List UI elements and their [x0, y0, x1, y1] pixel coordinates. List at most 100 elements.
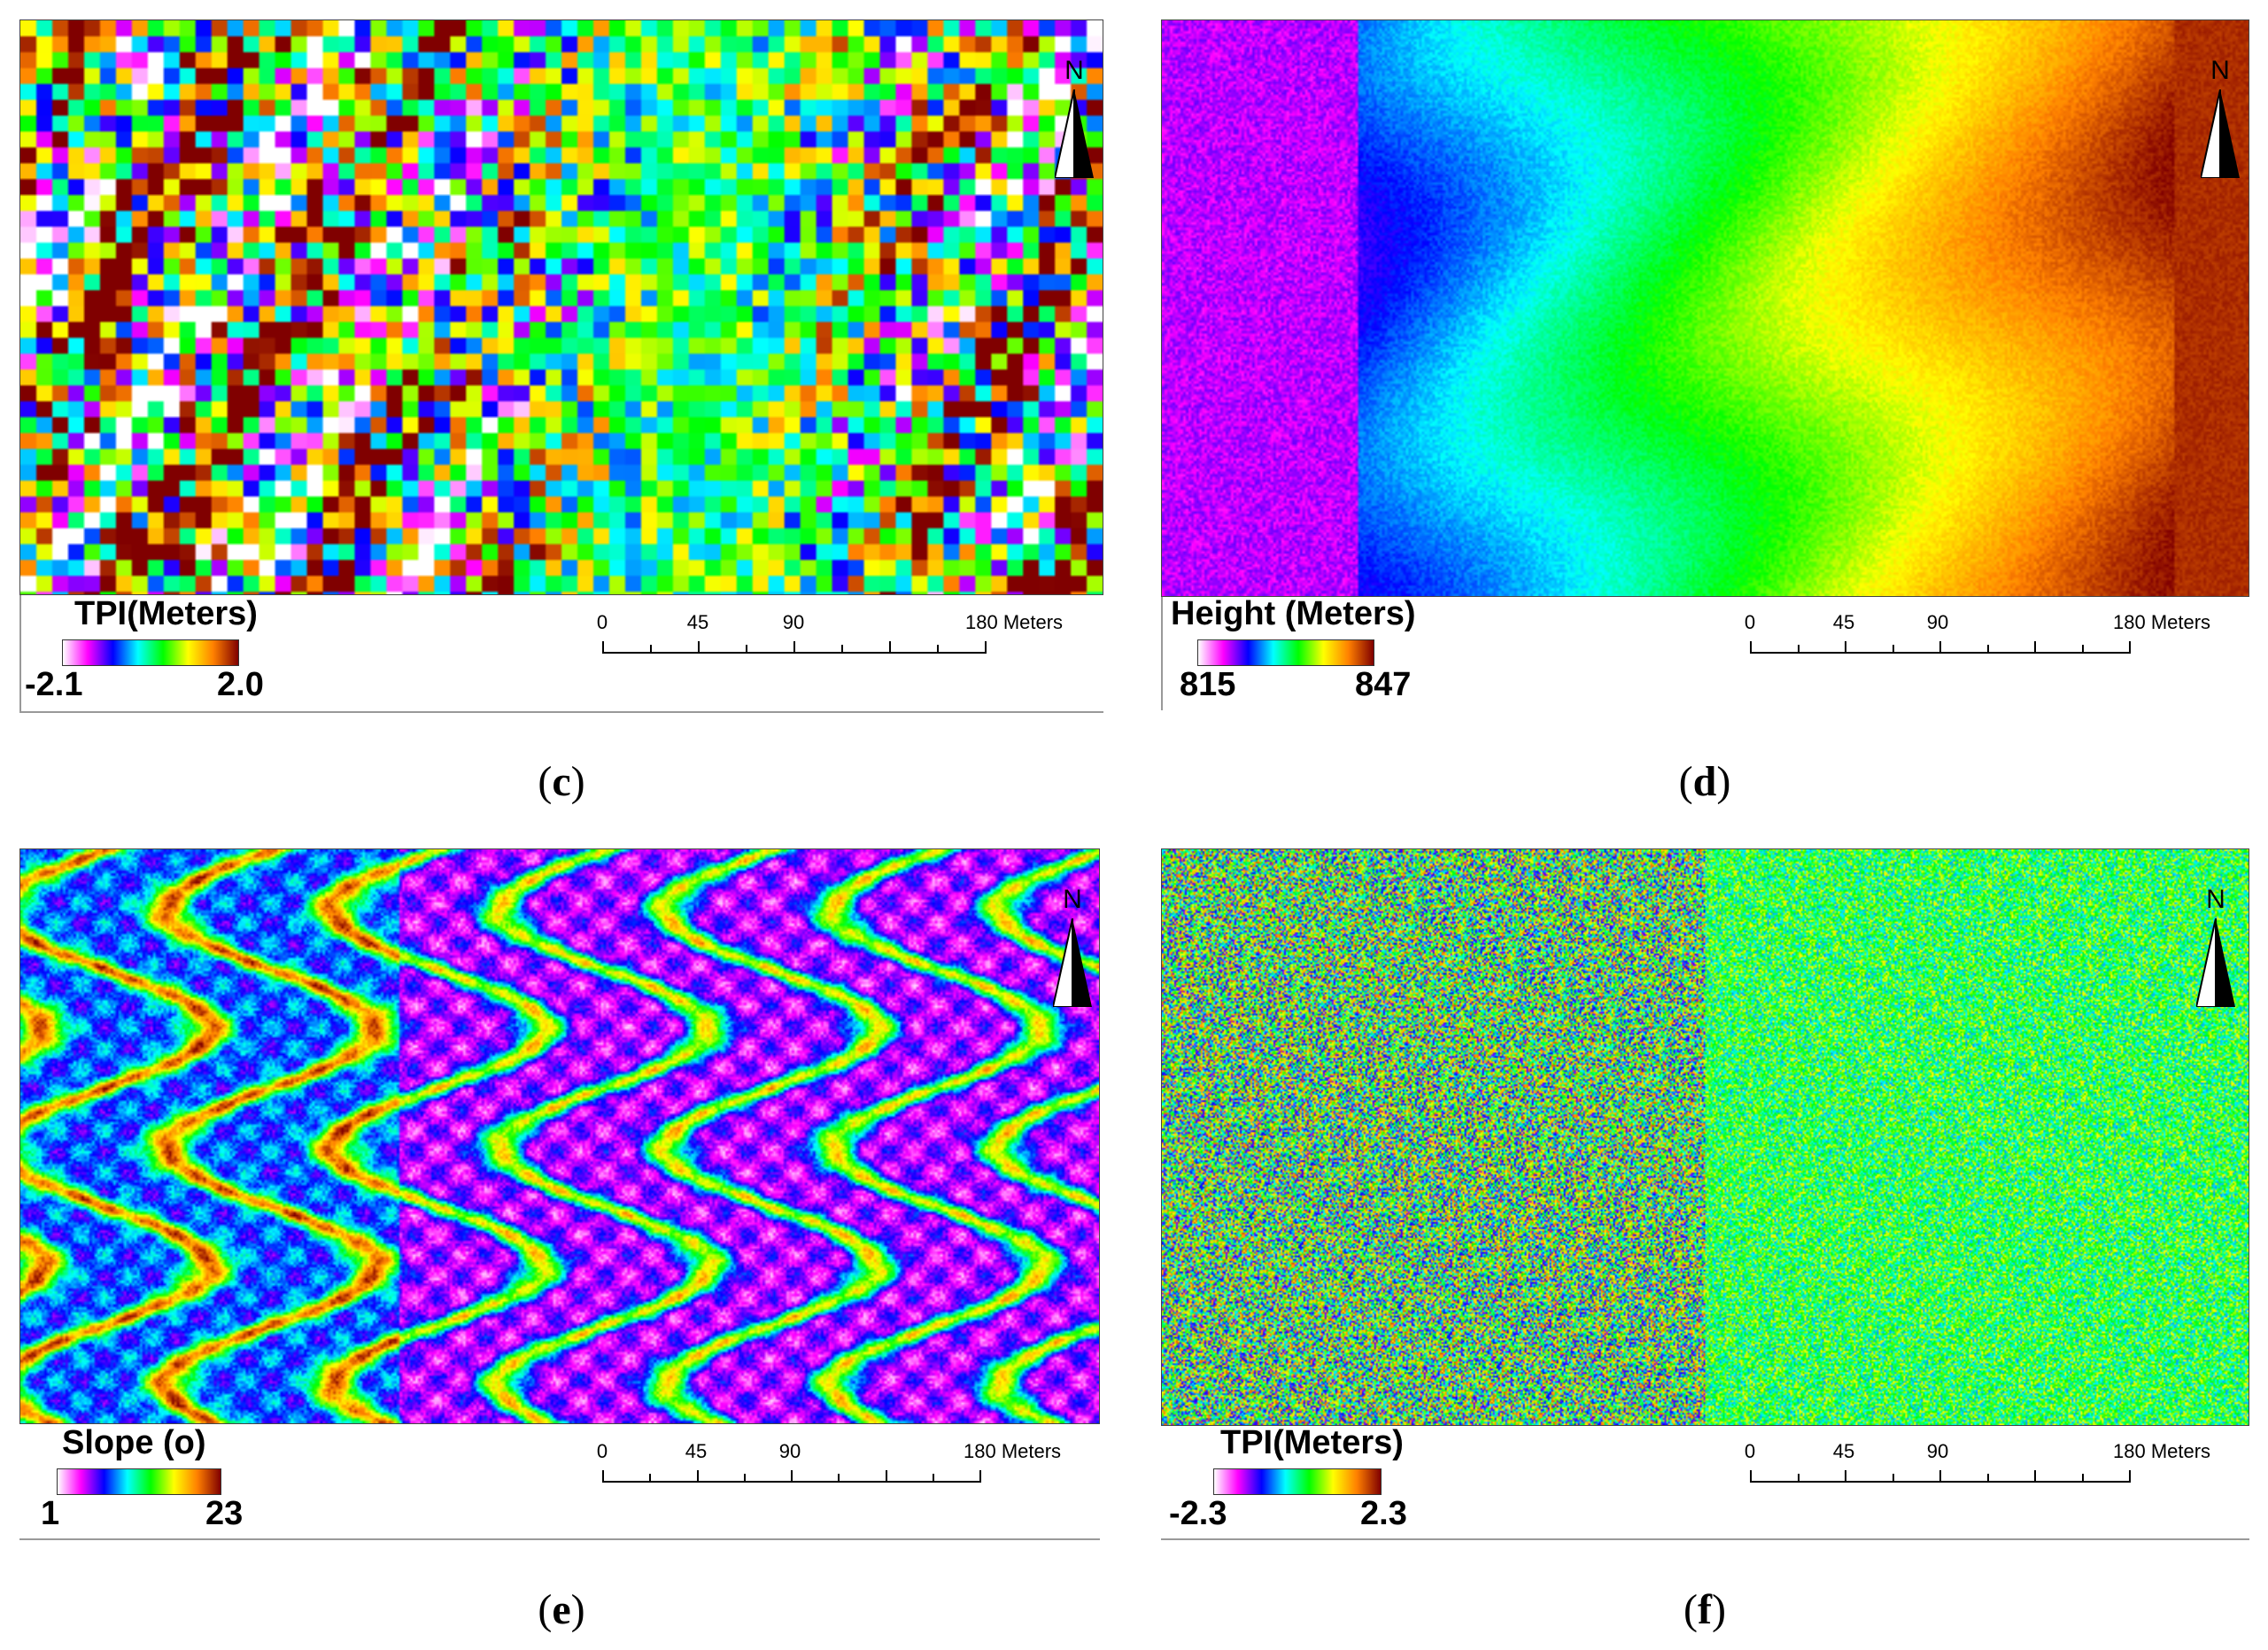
scale-label-45: 45 — [1832, 611, 1855, 633]
scale-tick — [1797, 1474, 1800, 1483]
frame-bottom-f — [1161, 1538, 2249, 1540]
scale-tick — [2129, 1470, 2131, 1483]
legend-min-e: 1 — [41, 1495, 60, 1532]
north-arrow-c: N — [1048, 56, 1101, 178]
scalebar-e: 0 45 90 180 Meters — [597, 1440, 1061, 1493]
scale-label-90: 90 — [1926, 611, 1949, 633]
scalebar-d: 0 45 90 180 Meters — [1745, 611, 2210, 664]
tpi-map-c: N — [19, 19, 1103, 595]
legend-min-f: -2.3 — [1169, 1495, 1227, 1532]
legend-max-d: 847 — [1355, 666, 1412, 703]
scale-tick — [2034, 1470, 2036, 1483]
north-arrow-d: N — [2194, 56, 2247, 178]
scale-label-90: 90 — [1926, 1440, 1949, 1462]
scale-label-180: 180 Meters — [2113, 611, 2211, 633]
scale-tick — [1797, 645, 1800, 654]
north-label-d: N — [2210, 56, 2230, 85]
scale-tick — [602, 641, 604, 654]
scale-tick — [937, 645, 939, 654]
scale-label-45: 45 — [685, 1440, 708, 1462]
tpi-map-f: N — [1161, 848, 2249, 1426]
north-arrow-icon — [1053, 918, 1092, 1007]
scale-label-180: 180 Meters — [2113, 1440, 2211, 1462]
north-label-f: N — [2206, 885, 2225, 914]
north-label-c: N — [1064, 56, 1084, 85]
legend-title-e: Slope (o) — [62, 1424, 206, 1461]
north-label-e: N — [1063, 885, 1082, 914]
scale-tick — [1986, 645, 1989, 654]
scale-label-45: 45 — [1832, 1440, 1855, 1462]
scale-tick — [932, 1474, 934, 1483]
tpi-raster-f — [1162, 849, 2249, 1425]
scale-tick — [1939, 641, 1941, 654]
scale-tick — [793, 641, 795, 654]
legend-max-e: 23 — [205, 1495, 244, 1532]
scale-tick — [2081, 645, 2084, 654]
scale-tick — [979, 1470, 981, 1483]
scale-label-45: 45 — [686, 611, 709, 633]
height-map-d: N — [1161, 19, 2249, 597]
legend-max-f: 2.3 — [1360, 1495, 1407, 1532]
legend-title-d: Height (Meters) — [1171, 595, 1416, 632]
caption-c: (c) — [538, 758, 585, 805]
scale-tick — [889, 641, 891, 654]
scale-label-90: 90 — [778, 1440, 801, 1462]
scale-tick — [1845, 641, 1846, 654]
scale-tick — [1892, 1474, 1894, 1483]
caption-e: (e) — [538, 1586, 585, 1633]
scale-tick — [649, 1474, 652, 1483]
frame-left-d — [1161, 597, 1163, 710]
north-arrow-f: N — [2189, 885, 2242, 1007]
north-arrow-icon — [1055, 89, 1094, 178]
legend-ramp-c — [62, 639, 239, 666]
slope-raster-e — [20, 849, 1099, 1423]
legend-title-c: TPI(Meters) — [74, 595, 258, 632]
scale-tick — [743, 1474, 746, 1483]
slope-map-e: N — [19, 848, 1100, 1424]
scale-tick — [650, 645, 652, 654]
frame-bottom-c — [19, 711, 1103, 713]
caption-d: (d) — [1678, 758, 1731, 805]
scale-tick — [1939, 1470, 1941, 1483]
tpi-raster-c — [20, 20, 1103, 594]
legend-ramp-d — [1197, 639, 1374, 666]
scale-label-180: 180 Meters — [965, 611, 1064, 633]
scale-label-180: 180 Meters — [964, 1440, 1062, 1462]
scale-tick — [1892, 645, 1894, 654]
scale-tick — [602, 1470, 604, 1483]
scale-label-0: 0 — [1744, 1440, 1756, 1462]
north-arrow-icon — [2196, 918, 2235, 1007]
legend-min-d: 815 — [1180, 666, 1236, 703]
scale-tick — [1845, 1470, 1846, 1483]
scale-tick — [838, 1474, 840, 1483]
frame-left-c — [19, 595, 21, 711]
scale-label-90: 90 — [782, 611, 805, 633]
scale-tick — [791, 1470, 793, 1483]
height-raster-d — [1162, 20, 2249, 596]
scale-label-0: 0 — [596, 611, 608, 633]
scalebar-c: 0 45 90 180 Meters — [597, 611, 1063, 664]
legend-title-f: TPI(Meters) — [1220, 1424, 1404, 1461]
scale-tick — [2129, 641, 2131, 654]
scale-tick — [841, 645, 843, 654]
frame-bottom-e — [19, 1538, 1100, 1540]
legend-ramp-f — [1213, 1468, 1382, 1495]
scale-tick — [1750, 641, 1752, 654]
scale-tick — [1750, 1470, 1752, 1483]
scale-tick — [696, 1470, 699, 1483]
scale-tick — [746, 645, 747, 654]
scale-tick — [2034, 641, 2036, 654]
legend-min-c: -2.1 — [25, 666, 83, 703]
north-arrow-e: N — [1046, 885, 1099, 1007]
north-arrow-icon — [2201, 89, 2240, 178]
legend-ramp-e — [57, 1468, 221, 1495]
scale-label-0: 0 — [1744, 611, 1756, 633]
scale-tick — [2081, 1474, 2084, 1483]
scale-tick — [985, 641, 987, 654]
scale-tick — [1986, 1474, 1989, 1483]
caption-f: (f) — [1684, 1586, 1726, 1633]
legend-max-c: 2.0 — [217, 666, 264, 703]
scale-tick — [885, 1470, 887, 1483]
scalebar-f: 0 45 90 180 Meters — [1745, 1440, 2210, 1493]
scale-label-0: 0 — [596, 1440, 608, 1462]
